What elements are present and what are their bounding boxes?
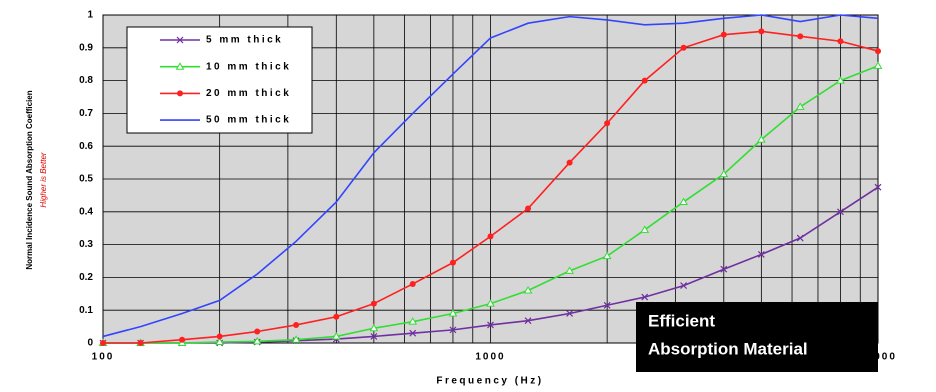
data-point <box>795 102 805 110</box>
data-point <box>333 313 340 320</box>
data-point <box>680 44 687 51</box>
data-point <box>523 286 533 294</box>
y-tick-label: 0.1 <box>79 305 93 316</box>
y-tick-label: 0.5 <box>79 174 93 185</box>
data-point <box>370 333 378 340</box>
data-point <box>641 293 649 301</box>
data-point <box>756 135 766 143</box>
annotation-text: Absorption Material <box>648 339 808 358</box>
data-point <box>874 183 882 191</box>
plot-border <box>102 14 879 344</box>
data-point <box>448 308 458 317</box>
data-point <box>565 266 574 274</box>
annotation-text: Efficient <box>648 311 715 330</box>
data-point <box>487 321 494 329</box>
legend-marker <box>175 62 185 70</box>
y-tick-label: 0.9 <box>79 42 93 53</box>
y-axis-sublabel: Higher is Better <box>39 152 48 207</box>
data-point <box>449 326 457 334</box>
data-point <box>679 197 688 205</box>
data-point <box>566 310 574 317</box>
data-point <box>486 299 495 307</box>
data-point <box>252 336 262 345</box>
data-point <box>408 317 418 325</box>
data-point <box>758 28 765 35</box>
legend-label: 50 mm thick <box>206 115 291 126</box>
y-axis-label: Normal Incidence Sound Absorption Coeffi… <box>25 90 34 269</box>
data-point <box>525 205 532 212</box>
y-tick-label: 0 <box>87 338 93 349</box>
data-point <box>875 48 881 55</box>
legend-label: 20 mm thick <box>206 88 291 99</box>
legend-label: 5 mm thick <box>206 35 283 46</box>
data-point <box>602 251 612 260</box>
y-tick-label: 1 <box>87 10 93 21</box>
annotation-box <box>636 302 878 372</box>
data-point <box>524 317 532 325</box>
data-point <box>641 77 648 84</box>
data-point <box>836 76 845 84</box>
data-point <box>837 38 844 45</box>
data-point <box>487 233 494 240</box>
data-point <box>719 169 729 178</box>
legend-marker <box>177 90 183 97</box>
data-point <box>291 335 301 343</box>
data-point <box>216 333 223 340</box>
x-axis-label: Frequency (Hz) <box>436 376 543 387</box>
legend-label: 10 mm thick <box>206 61 291 72</box>
y-tick-label: 0.6 <box>79 141 93 152</box>
series-line <box>102 14 879 338</box>
data-point <box>680 282 688 290</box>
data-point <box>796 234 804 242</box>
data-point <box>757 251 765 258</box>
data-point <box>331 331 341 340</box>
data-point <box>370 300 377 307</box>
data-point <box>293 321 300 328</box>
data-point <box>179 336 186 343</box>
x-tick-label: 100 <box>92 352 115 363</box>
y-tick-label: 0.8 <box>79 75 93 86</box>
data-point <box>873 61 883 69</box>
data-point <box>603 301 611 309</box>
data-point <box>369 323 379 332</box>
x-tick-label: 1000 <box>475 352 505 363</box>
data-point <box>837 208 844 216</box>
data-point <box>604 120 611 127</box>
y-tick-label: 0.7 <box>79 108 93 119</box>
data-point <box>449 259 456 266</box>
legend-box <box>126 26 313 134</box>
data-point <box>566 159 573 166</box>
legend-marker <box>176 36 184 44</box>
y-tick-label: 0.3 <box>79 239 93 250</box>
data-point <box>640 225 650 233</box>
y-tick-label: 0.4 <box>79 206 93 217</box>
data-point <box>720 31 727 38</box>
data-point <box>720 265 728 273</box>
data-point <box>409 280 416 287</box>
data-point <box>100 340 106 346</box>
data-point <box>797 33 804 40</box>
data-point <box>409 329 417 337</box>
data-point <box>254 328 261 335</box>
y-tick-label: 0.2 <box>79 272 93 283</box>
data-point <box>215 337 225 346</box>
data-point <box>137 340 144 346</box>
